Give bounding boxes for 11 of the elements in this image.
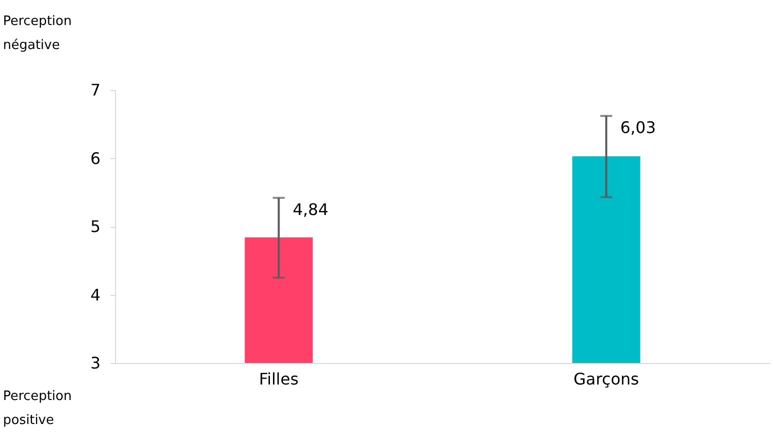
y-tick-label: 4	[90, 285, 100, 304]
text: Perception positive	[3, 389, 72, 428]
y-tick-label: 5	[90, 217, 100, 236]
data-label: 6,03	[620, 118, 656, 137]
y-tick-label: 3	[90, 354, 100, 372]
text: Perception négative	[3, 14, 72, 53]
x-tick-label: Filles	[258, 370, 299, 388]
y-tick-label: 6	[90, 148, 100, 168]
x-tick-label: Garçons	[574, 370, 639, 388]
y-tick-label: 7	[90, 80, 100, 100]
data-label: 4,84	[292, 200, 328, 219]
